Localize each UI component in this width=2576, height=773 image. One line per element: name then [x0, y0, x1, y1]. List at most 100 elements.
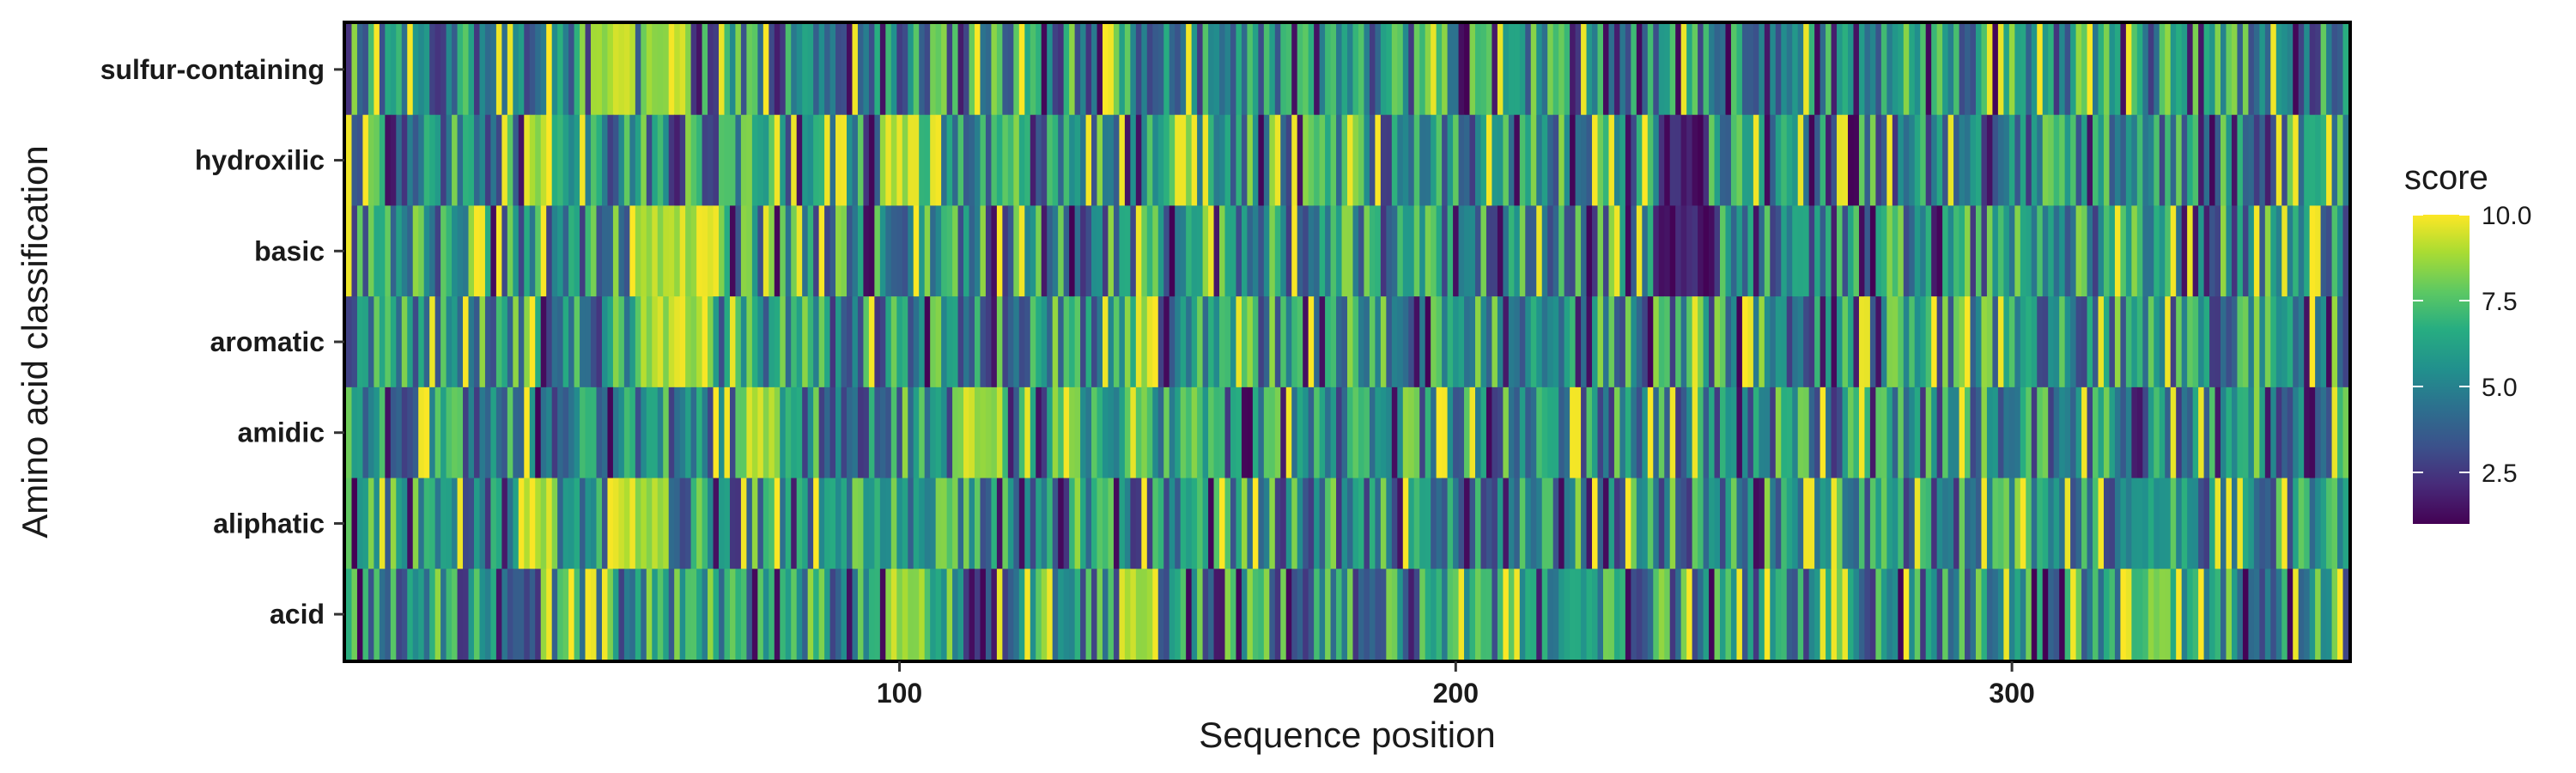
heatmap-cell — [930, 386, 937, 479]
heatmap-cell — [919, 296, 926, 388]
heatmap-cell — [913, 205, 920, 297]
heatmap-cell — [351, 478, 358, 569]
heatmap-cell — [1018, 478, 1025, 569]
heatmap-cell — [629, 296, 636, 388]
heatmap-cell — [657, 386, 664, 479]
heatmap-cell — [2114, 296, 2122, 388]
heatmap-cell — [1364, 296, 1370, 388]
heatmap-cell — [1814, 569, 1821, 660]
heatmap-cell — [1864, 24, 1871, 116]
heatmap-cell — [473, 386, 481, 479]
heatmap-cell — [1241, 24, 1248, 116]
heatmap-cell — [1236, 296, 1242, 388]
heatmap-cell — [868, 114, 875, 206]
heatmap-cell — [690, 478, 697, 569]
heatmap-cell — [1720, 205, 1727, 297]
heatmap-cell — [1986, 24, 1994, 116]
heatmap-cell — [1436, 24, 1443, 116]
heatmap-cell — [746, 386, 753, 479]
heatmap-cell — [668, 114, 675, 206]
heatmap-cell — [2215, 478, 2221, 569]
heatmap-cell — [351, 205, 358, 297]
legend-tick-label: 2.5 — [2482, 460, 2518, 488]
heatmap-cell — [607, 478, 614, 569]
heatmap-cell — [1892, 569, 1899, 660]
heatmap-cell — [679, 478, 686, 569]
heatmap-cell — [1152, 205, 1159, 297]
heatmap-cell — [1224, 386, 1231, 479]
heatmap-cell — [2154, 114, 2160, 206]
heatmap-cell — [1058, 296, 1065, 388]
heatmap-cell — [1931, 296, 1938, 388]
heatmap-cell — [1797, 386, 1804, 479]
heatmap-cell — [385, 205, 392, 297]
heatmap-cell — [991, 114, 998, 206]
heatmap-cell — [1636, 386, 1643, 479]
heatmap-cell — [1720, 24, 1727, 116]
heatmap-cell — [529, 205, 536, 297]
heatmap-cell — [1431, 386, 1437, 479]
heatmap-cell — [902, 205, 908, 297]
heatmap-cell — [1570, 205, 1577, 297]
heatmap-cell — [2142, 478, 2149, 569]
heatmap-cell — [818, 296, 825, 388]
heatmap-cell — [1285, 569, 1292, 660]
heatmap-cell — [719, 478, 726, 569]
heatmap-cell — [1636, 296, 1643, 388]
heatmap-cell — [1308, 114, 1315, 206]
heatmap-cell — [2176, 205, 2183, 297]
heatmap-cell — [2198, 569, 2205, 660]
heatmap-cell — [629, 569, 636, 660]
heatmap-cell — [1997, 296, 2004, 388]
heatmap-cell — [2203, 569, 2210, 660]
heatmap-cell — [902, 386, 908, 479]
heatmap-cell — [574, 386, 580, 479]
heatmap-cell — [1397, 478, 1404, 569]
heatmap-cell — [1191, 205, 1198, 297]
heatmap-cell — [913, 569, 920, 660]
heatmap-cell — [1113, 386, 1121, 479]
heatmap-cell — [1074, 205, 1081, 297]
heatmap-cell — [1864, 296, 1871, 388]
heatmap-cell — [1364, 478, 1370, 569]
heatmap-cell — [663, 296, 670, 388]
heatmap-cell — [524, 386, 531, 479]
heatmap-cell — [719, 205, 726, 297]
heatmap-cell — [1408, 296, 1415, 388]
heatmap-cell — [1925, 386, 1932, 479]
heatmap-cell — [1586, 205, 1593, 297]
heatmap-cell — [952, 24, 959, 116]
heatmap-cell — [952, 386, 959, 479]
heatmap-cell — [1241, 478, 1248, 569]
heatmap-cell — [2187, 478, 2194, 569]
heatmap-cell — [1175, 205, 1182, 297]
heatmap-cell — [1898, 386, 1905, 479]
heatmap-cell — [1191, 386, 1198, 479]
heatmap-cell — [546, 24, 553, 116]
heatmap-cell — [535, 114, 542, 206]
heatmap-cell — [2081, 24, 2088, 116]
heatmap-cell — [1402, 296, 1409, 388]
heatmap-cell — [1413, 569, 1420, 660]
legend-colorbar — [2413, 215, 2470, 524]
heatmap-cell — [1480, 386, 1487, 479]
heatmap-cell — [562, 114, 569, 206]
heatmap-cell — [1797, 205, 1804, 297]
heatmap-cell — [796, 386, 803, 479]
heatmap-cell — [2275, 205, 2282, 297]
heatmap-cell — [946, 296, 953, 388]
heatmap-cell — [607, 114, 614, 206]
heatmap-cell — [2042, 205, 2049, 297]
heatmap-cell — [540, 478, 547, 569]
heatmap-cell — [935, 205, 942, 297]
heatmap-cell — [835, 114, 842, 206]
heatmap-cell — [2087, 296, 2093, 388]
heatmap-cell — [696, 569, 703, 660]
heatmap-cell — [1108, 296, 1115, 388]
heatmap-cell — [1485, 478, 1493, 569]
heatmap-cell — [685, 296, 692, 388]
heatmap-cell — [1519, 569, 1526, 660]
heatmap-cell — [908, 24, 914, 116]
heatmap-cell — [1119, 478, 1126, 569]
heatmap-cell — [1842, 114, 1849, 206]
